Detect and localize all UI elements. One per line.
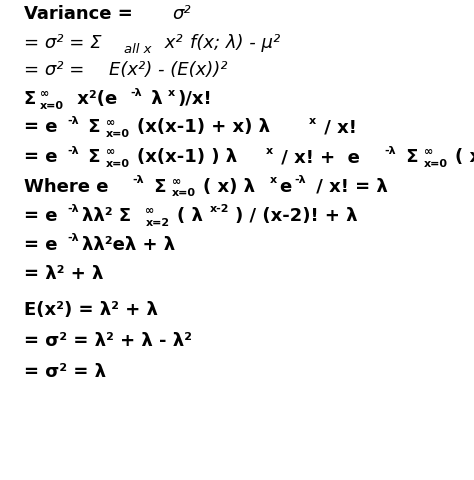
Text: -λ: -λ [130, 87, 142, 97]
Text: x-2: x-2 [210, 204, 229, 214]
Text: Σ: Σ [82, 119, 100, 136]
Text: Σ: Σ [400, 148, 419, 166]
Text: x²(e: x²(e [71, 90, 117, 108]
Text: = σ² = λ² + λ - λ²: = σ² = λ² + λ - λ² [24, 332, 191, 350]
Text: -λ: -λ [67, 233, 79, 243]
Text: -λ: -λ [67, 145, 79, 156]
Text: σ²: σ² [172, 5, 191, 23]
Text: x²: x² [159, 34, 183, 52]
Text: x: x [168, 87, 175, 97]
Text: (x(x-1) + x) λ: (x(x-1) + x) λ [137, 119, 270, 136]
Text: Where e: Where e [24, 178, 108, 195]
Text: ( λ: ( λ [177, 207, 202, 225]
Text: f(x; λ) - μ²: f(x; λ) - μ² [190, 34, 280, 52]
Text: all x: all x [124, 43, 151, 56]
Text: (x(x-1) ) λ: (x(x-1) ) λ [137, 148, 237, 166]
Text: λλ²eλ + λ: λλ²eλ + λ [82, 236, 175, 254]
Text: ( x) λ: ( x) λ [203, 178, 255, 195]
Text: Σ: Σ [82, 148, 100, 166]
Text: ∞
x=0: ∞ x=0 [172, 177, 196, 198]
Text: ∞
x=0: ∞ x=0 [40, 89, 64, 111]
Text: -λ: -λ [67, 116, 79, 126]
Text: / x!: / x! [318, 119, 356, 136]
Text: -λ: -λ [133, 175, 145, 185]
Text: ∞
x=0: ∞ x=0 [424, 147, 448, 169]
Text: ( x) λ: ( x) λ [455, 148, 474, 166]
Text: = e: = e [24, 207, 57, 225]
Text: )/x!: )/x! [177, 90, 212, 108]
Text: E(x²) = λ² + λ: E(x²) = λ² + λ [24, 301, 157, 319]
Text: x: x [266, 145, 273, 156]
Text: Variance =: Variance = [24, 5, 139, 23]
Text: ) / (x-2)! + λ: ) / (x-2)! + λ [235, 207, 358, 225]
Text: Σ: Σ [24, 90, 36, 108]
Text: = e: = e [24, 119, 57, 136]
Text: = σ² = Σ: = σ² = Σ [24, 34, 101, 52]
Text: λλ² Σ: λλ² Σ [82, 207, 131, 225]
Text: -λ: -λ [385, 145, 396, 156]
Text: ∞
x=0: ∞ x=0 [106, 147, 130, 169]
Text: ∞
x=0: ∞ x=0 [106, 118, 130, 139]
Text: / x! = λ: / x! = λ [310, 178, 388, 195]
Text: = σ² =: = σ² = [24, 61, 90, 79]
Text: = σ² = λ: = σ² = λ [24, 363, 106, 381]
Text: Σ: Σ [148, 178, 166, 195]
Text: / x! +  e: / x! + e [275, 148, 360, 166]
Text: = e: = e [24, 236, 57, 254]
Text: x: x [270, 175, 277, 185]
Text: = λ² + λ: = λ² + λ [24, 265, 103, 283]
Text: λ: λ [146, 90, 163, 108]
Text: x: x [309, 116, 316, 126]
Text: ∞
x=2: ∞ x=2 [146, 206, 170, 228]
Text: e: e [279, 178, 291, 195]
Text: -λ: -λ [67, 204, 79, 214]
Text: -λ: -λ [295, 175, 307, 185]
Text: E(x²) - (E(x))²: E(x²) - (E(x))² [109, 61, 228, 79]
Text: = e: = e [24, 148, 57, 166]
